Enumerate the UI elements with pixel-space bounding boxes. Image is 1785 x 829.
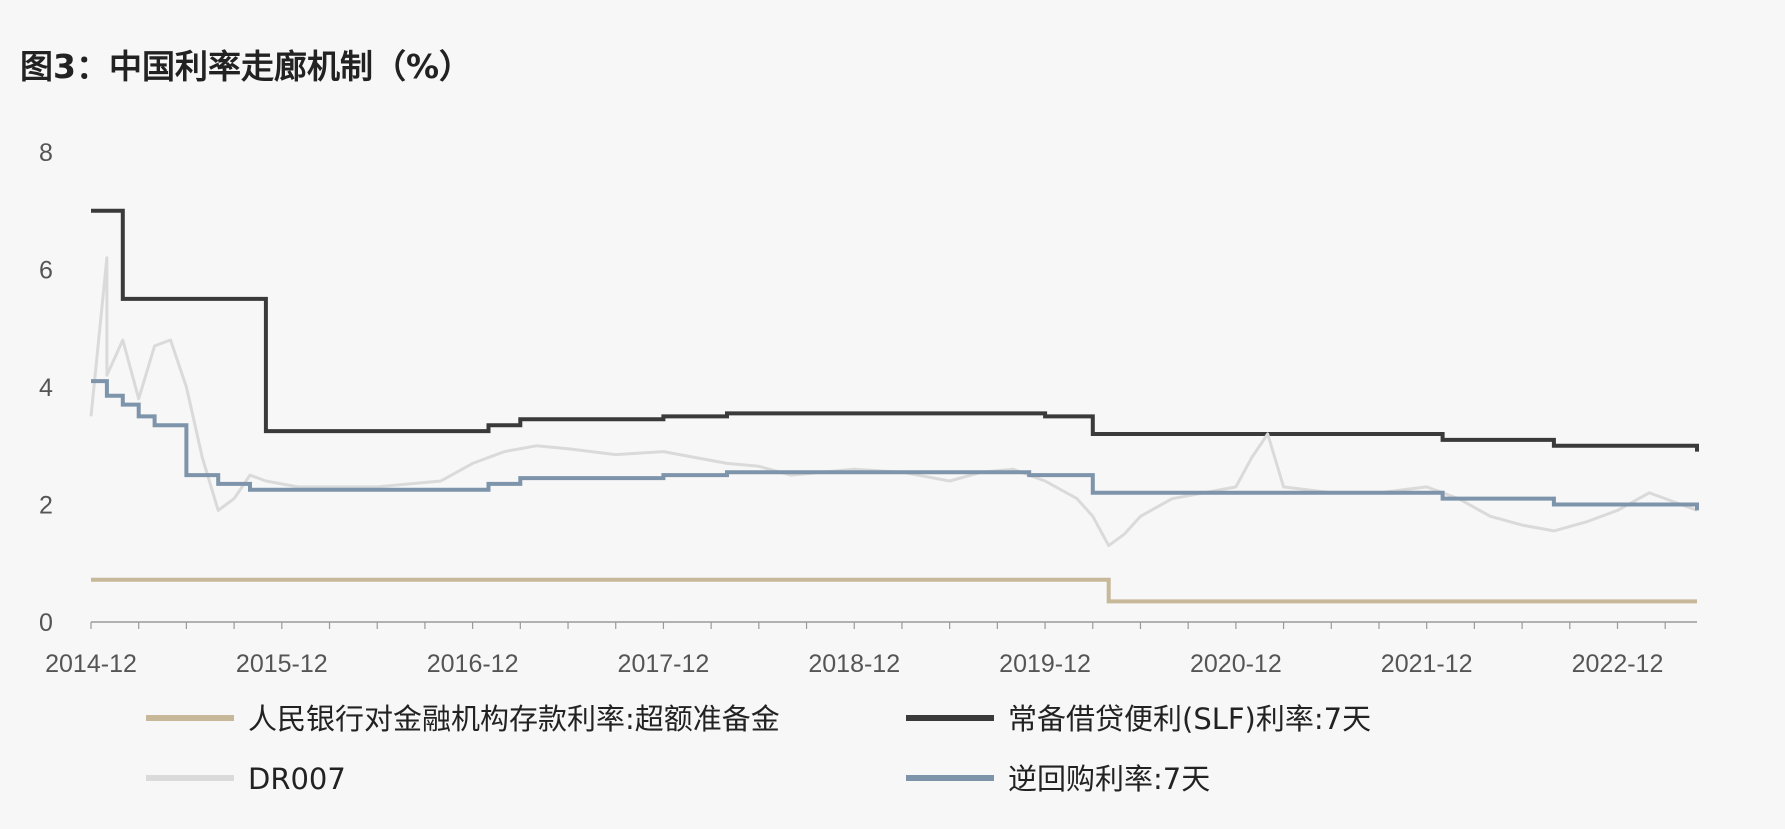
y-tick-label: 8 xyxy=(39,139,53,167)
x-tick-label: 2020-12 xyxy=(1190,650,1282,678)
series-line xyxy=(91,379,1699,511)
y-tick-label: 2 xyxy=(39,492,53,520)
legend-label: 人民银行对金融机构存款利率:超额准备金 xyxy=(248,702,780,736)
y-tick-label: 0 xyxy=(39,609,53,637)
x-tick-label: 2021-12 xyxy=(1381,650,1473,678)
x-tick-label: 2017-12 xyxy=(618,650,710,678)
x-tick-label: 2014-12 xyxy=(45,650,137,678)
legend-label: 逆回购利率:7天 xyxy=(1008,762,1210,796)
legend: 人民银行对金融机构存款利率:超额准备金 常备借贷便利(SLF)利率:7天 DR007… xyxy=(146,702,1371,796)
plot-area xyxy=(89,208,1699,604)
series-line xyxy=(91,577,1697,604)
x-tick-label: 2015-12 xyxy=(236,650,328,678)
series-line xyxy=(89,256,1698,548)
x-tick-label: 2016-12 xyxy=(427,650,519,678)
x-tick-label: 2018-12 xyxy=(808,650,900,678)
x-axis: 2014-12 2015-12 2016-12 2017-12 2018-12 2019-… xyxy=(45,621,1697,678)
legend-label: 常备借贷便利(SLF)利率:7天 xyxy=(1008,702,1371,736)
series-line xyxy=(91,208,1699,452)
chart-title: 图3：中国利率走廊机制（%） xyxy=(20,47,472,86)
x-tick-label: 2022-12 xyxy=(1572,650,1664,678)
y-tick-label: 4 xyxy=(39,374,53,402)
y-tick-label: 6 xyxy=(39,257,53,285)
legend-label: DR007 xyxy=(248,762,346,796)
x-tick-label: 2019-12 xyxy=(999,650,1091,678)
y-axis: 0 2 4 6 8 xyxy=(39,139,53,637)
